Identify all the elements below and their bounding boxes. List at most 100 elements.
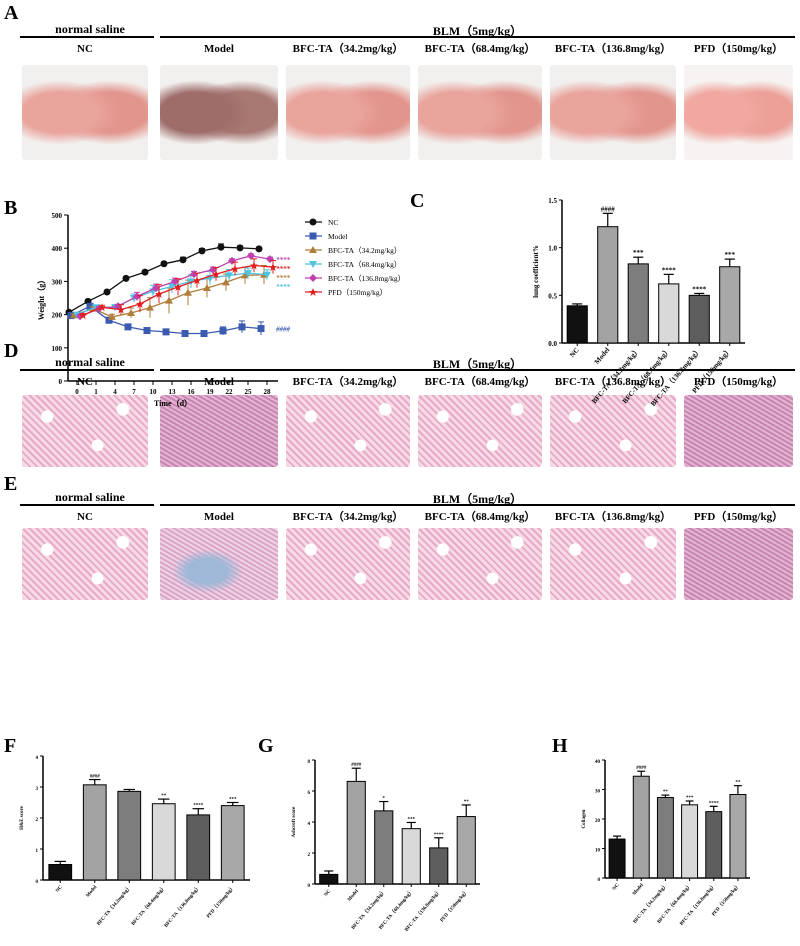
data-point: [174, 283, 182, 292]
chart-h: 010203040CollagenNC####Model**BFC-TA（34.…: [582, 759, 750, 927]
data-point: [103, 288, 111, 296]
group-label: BFC-TA（68.4mg/kg）: [424, 511, 536, 523]
y-tick-label: 100: [52, 345, 63, 353]
y-tick-label: 0.0: [548, 340, 557, 348]
group-label: PFD（150mg/kg）: [693, 376, 784, 388]
bar: [48, 864, 73, 881]
panel-label-d: D: [4, 340, 19, 362]
y-tick-label: 400: [52, 245, 63, 253]
y-axis-label: lung coefficient%: [532, 245, 540, 298]
legend-marker: [309, 288, 317, 296]
significance-label: ****: [193, 804, 204, 809]
data-point: [141, 268, 149, 276]
y-tick-label: 8: [308, 760, 311, 765]
significance-label: ****: [276, 283, 291, 291]
group-label: BFC-TA（34.2mg/kg）: [292, 376, 404, 388]
panel-label-g: G: [258, 735, 274, 757]
divider: [20, 36, 154, 38]
y-tick-label: 1.5: [548, 197, 557, 205]
x-axis-label: Time（d）: [154, 398, 192, 408]
data-point: [162, 328, 170, 336]
bar: [719, 266, 741, 344]
group-label: BFC-TA（34.2mg/kg）: [292, 511, 404, 523]
bar: [186, 814, 211, 881]
data-point: [250, 261, 258, 270]
data-point: [219, 327, 227, 335]
x-tick-label: 25: [245, 388, 253, 396]
data-point: [155, 290, 163, 299]
data-point: [228, 256, 236, 265]
panel-label-b: B: [4, 197, 18, 219]
series-0: NC: [65, 218, 338, 316]
x-tick-label: 13: [169, 388, 177, 396]
data-point: [181, 330, 189, 338]
significance-label: ***: [725, 251, 736, 259]
y-tick-label: 200: [52, 312, 63, 320]
data-point: [255, 245, 263, 253]
group-label: PFD（150mg/kg）: [693, 43, 784, 55]
data-point: [165, 296, 173, 304]
bar: [658, 283, 680, 344]
histology-image: [684, 528, 793, 600]
header-blm: BLM（5mg/kg）: [432, 357, 523, 371]
y-tick-label: 10: [595, 849, 601, 854]
group-label: BFC-TA（136.8mg/kg）: [554, 376, 672, 388]
series-1: Model ####: [67, 232, 348, 338]
histology-image: [418, 528, 542, 600]
data-point: [146, 303, 154, 311]
bar: [429, 847, 449, 885]
y-axis-label: Collagen: [582, 809, 587, 828]
data-point: [117, 305, 125, 314]
divider: [20, 504, 154, 506]
significance-label: ****: [662, 266, 677, 274]
data-point: [257, 325, 265, 333]
data-point: [269, 263, 277, 272]
group-label: BFC-TA（68.4mg/kg）: [424, 376, 536, 388]
data-point: [152, 284, 160, 293]
divider: [20, 369, 154, 371]
bar: [401, 828, 421, 885]
data-point: [247, 251, 255, 260]
y-tick-label: 4: [308, 822, 311, 827]
y-tick-label: 40: [595, 760, 601, 765]
significance-label: ***: [686, 796, 694, 801]
x-tick-label: NC: [568, 346, 581, 359]
x-tick-label: Model: [86, 885, 99, 899]
lung-photo: [550, 65, 676, 160]
data-point: [222, 278, 230, 286]
histology-image: [286, 395, 410, 467]
divider: [160, 369, 795, 371]
data-point: [67, 312, 75, 320]
data-point: [225, 272, 233, 280]
series-4: BFC-TA（136.8mg/kg） ****: [76, 251, 405, 321]
panel-label-e: E: [4, 473, 18, 495]
significance-label: ####: [275, 326, 291, 334]
y-tick-label: 3: [36, 787, 39, 792]
histology-image: [22, 395, 148, 467]
data-point: [244, 270, 252, 278]
group-label: NC: [77, 376, 93, 388]
y-tick-label: 2: [308, 853, 311, 858]
x-tick-label: BFC-TA（34.2mg/kg）: [96, 884, 133, 926]
histology-image: [684, 395, 793, 467]
panel-label-h: H: [552, 735, 568, 757]
bar: [597, 226, 619, 344]
significance-label: ****: [434, 833, 445, 838]
data-point: [168, 283, 176, 291]
legend-label: BFC-TA（68.4mg/kg）: [328, 260, 401, 269]
lung-photo: [286, 65, 410, 160]
data-point: [200, 330, 208, 338]
divider: [160, 504, 795, 506]
y-tick-label: 0: [36, 880, 39, 885]
histology-image: [22, 528, 148, 600]
lung-photo: [684, 65, 793, 160]
x-tick-label: PFD（150mg/kg）: [206, 884, 237, 919]
group-label: BFC-TA（136.8mg/kg）: [554, 43, 672, 55]
significance-label: ####: [90, 775, 101, 780]
bar: [82, 784, 107, 881]
header-blm: BLM（5mg/kg）: [432, 24, 523, 38]
group-label: BFC-TA（136.8mg/kg）: [554, 511, 672, 523]
x-tick-label: 10: [150, 388, 158, 396]
